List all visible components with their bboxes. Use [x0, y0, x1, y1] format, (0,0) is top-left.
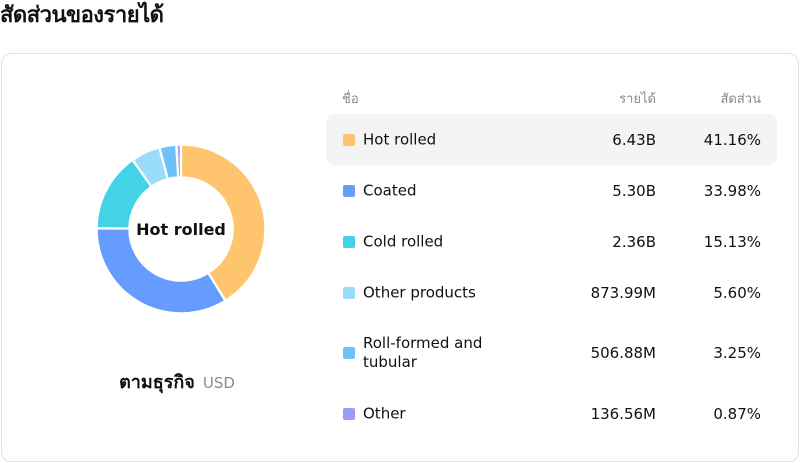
row-name: Hot rolled — [363, 130, 437, 148]
table-row-other-products[interactable]: Other products 873.99M 5.60% — [326, 267, 777, 318]
row-revenue: 2.36B — [612, 232, 656, 251]
table-header: ชื่อ รายได้ สัดส่วน — [326, 84, 777, 114]
table-row-other[interactable]: Other 136.56M 0.87% — [326, 388, 777, 439]
row-share: 0.87% — [713, 404, 761, 423]
table-row-cold-rolled[interactable]: Cold rolled 2.36B 15.13% — [326, 216, 777, 267]
row-share: 33.98% — [703, 181, 761, 200]
donut-svg — [96, 144, 266, 314]
row-share: 41.16% — [703, 130, 761, 149]
row-revenue: 6.43B — [612, 130, 656, 149]
legend-swatch — [343, 407, 355, 420]
row-name: Cold rolled — [363, 232, 444, 250]
donut-chart[interactable]: Hot rolled — [95, 143, 267, 315]
legend-swatch — [343, 286, 355, 299]
donut-slice-hot-rolled[interactable] — [180, 144, 266, 302]
header-share: สัดส่วน — [720, 92, 762, 107]
currency-label: USD — [202, 374, 235, 392]
page-title: สัดส่วนของรายได้ — [0, 3, 164, 28]
table-row-coated[interactable]: Coated 5.30B 33.98% — [326, 165, 777, 216]
revenue-share-card: Hot rolled ตามธุรกิจ USD ชื่อ รายได้ สัด… — [1, 53, 799, 462]
row-name: Other — [363, 404, 406, 422]
header-name: ชื่อ — [342, 92, 359, 107]
table-row-roll-formed[interactable]: Roll-formed and tubular 506.88M 3.25% — [326, 318, 777, 388]
breakdown-caption: ตามธุรกิจ USD — [2, 367, 352, 396]
table-row-hot-rolled[interactable]: Hot rolled 6.43B 41.16% — [326, 114, 777, 165]
row-name: Coated — [363, 181, 417, 199]
row-share: 3.25% — [713, 344, 761, 362]
row-revenue: 5.30B — [612, 181, 656, 200]
donut-slice-coated[interactable] — [96, 227, 226, 314]
legend-swatch — [343, 184, 355, 197]
legend-swatch — [343, 347, 355, 359]
legend-swatch — [343, 235, 355, 248]
row-revenue: 873.99M — [590, 283, 656, 302]
row-revenue: 506.88M — [590, 344, 656, 362]
row-revenue: 136.56M — [590, 404, 656, 423]
row-name: Roll-formed and tubular — [363, 334, 483, 371]
donut-slice-cold-rolled[interactable] — [96, 159, 152, 229]
donut-slice-other[interactable] — [176, 144, 182, 178]
breakdown-label: ตามธุรกิจ — [119, 372, 195, 393]
row-share: 15.13% — [703, 232, 761, 251]
header-revenue: รายได้ — [619, 92, 656, 107]
row-share: 5.60% — [713, 283, 761, 302]
revenue-table: ชื่อ รายได้ สัดส่วน Hot rolled 6.43B 41.… — [326, 84, 777, 439]
legend-swatch — [343, 133, 355, 146]
row-name: Other products — [363, 283, 476, 301]
